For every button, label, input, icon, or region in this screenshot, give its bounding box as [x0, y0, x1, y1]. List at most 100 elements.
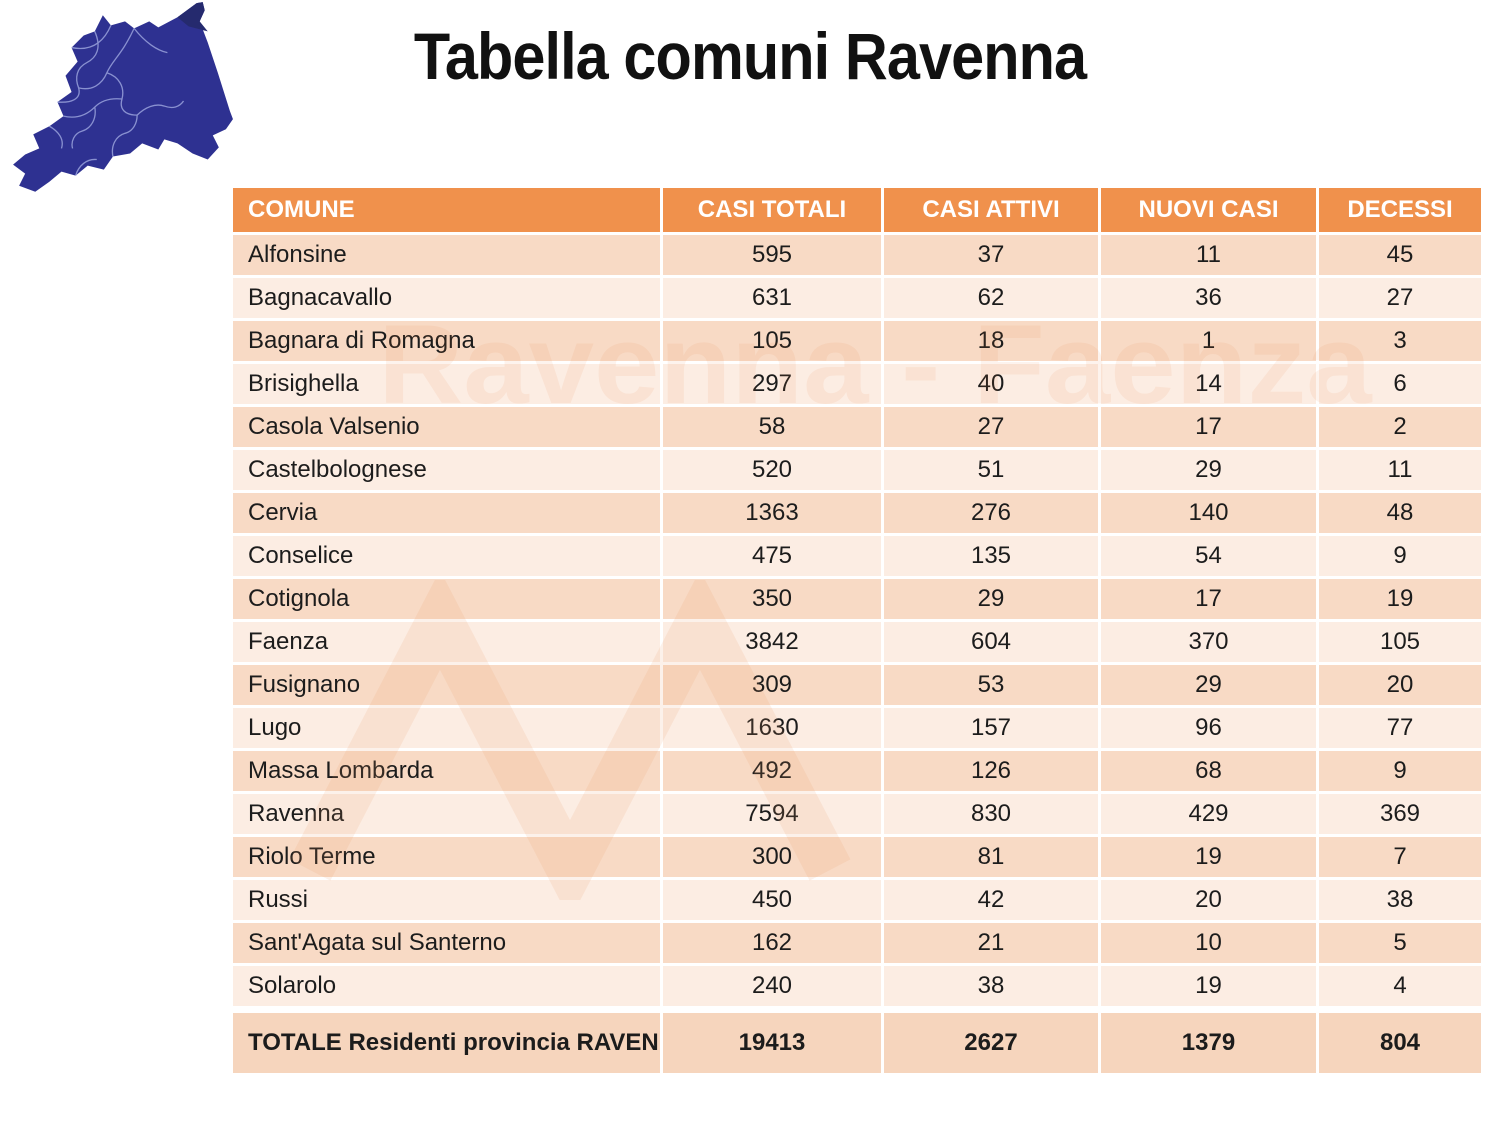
casi-totali-cell: 162 [663, 923, 884, 966]
casi-attivi-cell: 135 [884, 536, 1101, 579]
table-row: Alfonsine 595 37 11 45 [233, 235, 1481, 278]
comune-cell: Russi [233, 880, 663, 923]
casi-totali-cell: 492 [663, 751, 884, 794]
decessi-cell: 105 [1319, 622, 1481, 665]
casi-totali-cell: 58 [663, 407, 884, 450]
casi-totali-cell: 19413 [663, 1009, 884, 1073]
comune-cell: Bagnacavallo [233, 278, 663, 321]
comune-cell: Sant'Agata sul Santerno [233, 923, 663, 966]
casi-attivi-cell: 38 [884, 966, 1101, 1009]
casi-attivi-cell: 81 [884, 837, 1101, 880]
casi-attivi-cell: 62 [884, 278, 1101, 321]
casi-totali-cell: 1630 [663, 708, 884, 751]
comune-cell: Cotignola [233, 579, 663, 622]
comune-cell: Riolo Terme [233, 837, 663, 880]
province-dark-corner [177, 2, 208, 32]
comune-cell: Solarolo [233, 966, 663, 1009]
col-header-casi-totali: CASI TOTALI [663, 188, 884, 235]
comuni-table: COMUNE CASI TOTALI CASI ATTIVI NUOVI CAS… [233, 188, 1481, 1073]
table-row: Bagnacavallo 631 62 36 27 [233, 278, 1481, 321]
decessi-cell: 7 [1319, 837, 1481, 880]
casi-attivi-cell: 2627 [884, 1009, 1101, 1073]
decessi-cell: 3 [1319, 321, 1481, 364]
comune-cell: Bagnara di Romagna [233, 321, 663, 364]
nuovi-casi-cell: 29 [1101, 450, 1319, 493]
nuovi-casi-cell: 19 [1101, 966, 1319, 1009]
casi-attivi-cell: 21 [884, 923, 1101, 966]
table-row: Cervia 1363 276 140 48 [233, 493, 1481, 536]
casi-totali-cell: 475 [663, 536, 884, 579]
casi-attivi-cell: 18 [884, 321, 1101, 364]
decessi-cell: 5 [1319, 923, 1481, 966]
casi-totali-cell: 309 [663, 665, 884, 708]
decessi-cell: 20 [1319, 665, 1481, 708]
nuovi-casi-cell: 17 [1101, 407, 1319, 450]
total-row: TOTALE Residenti provincia RAVENNA 19413… [233, 1009, 1481, 1073]
decessi-cell: 9 [1319, 536, 1481, 579]
map-svg [13, 2, 233, 192]
casi-totali-cell: 240 [663, 966, 884, 1009]
nuovi-casi-cell: 10 [1101, 923, 1319, 966]
table-row: Casola Valsenio 58 27 17 2 [233, 407, 1481, 450]
nuovi-casi-cell: 54 [1101, 536, 1319, 579]
casi-totali-cell: 350 [663, 579, 884, 622]
comune-cell: Brisighella [233, 364, 663, 407]
table-row: Solarolo 240 38 19 4 [233, 966, 1481, 1009]
nuovi-casi-cell: 36 [1101, 278, 1319, 321]
nuovi-casi-cell: 429 [1101, 794, 1319, 837]
casi-totali-cell: 7594 [663, 794, 884, 837]
nuovi-casi-cell: 14 [1101, 364, 1319, 407]
municipal-borders [49, 25, 185, 176]
table-row: Faenza 3842 604 370 105 [233, 622, 1481, 665]
decessi-cell: 19 [1319, 579, 1481, 622]
decessi-cell: 77 [1319, 708, 1481, 751]
col-header-decessi: DECESSI [1319, 188, 1481, 235]
nuovi-casi-cell: 29 [1101, 665, 1319, 708]
nuovi-casi-cell: 370 [1101, 622, 1319, 665]
casi-totali-cell: 300 [663, 837, 884, 880]
casi-totali-cell: 595 [663, 235, 884, 278]
page-title: Tabella comuni Ravenna [413, 19, 1087, 93]
comune-cell: Ravenna [233, 794, 663, 837]
comune-cell: Massa Lombarda [233, 751, 663, 794]
comune-cell: Casola Valsenio [233, 407, 663, 450]
casi-attivi-cell: 53 [884, 665, 1101, 708]
casi-attivi-cell: 40 [884, 364, 1101, 407]
casi-totali-cell: 105 [663, 321, 884, 364]
decessi-cell: 45 [1319, 235, 1481, 278]
decessi-cell: 27 [1319, 278, 1481, 321]
table-row: Massa Lombarda 492 126 68 9 [233, 751, 1481, 794]
comune-cell: Faenza [233, 622, 663, 665]
comune-cell: Alfonsine [233, 235, 663, 278]
nuovi-casi-cell: 1 [1101, 321, 1319, 364]
table-row: Sant'Agata sul Santerno 162 21 10 5 [233, 923, 1481, 966]
nuovi-casi-cell: 19 [1101, 837, 1319, 880]
col-header-comune: COMUNE [233, 188, 663, 235]
comune-cell: Conselice [233, 536, 663, 579]
table-row: Ravenna 7594 830 429 369 [233, 794, 1481, 837]
nuovi-casi-cell: 1379 [1101, 1009, 1319, 1073]
decessi-cell: 6 [1319, 364, 1481, 407]
decessi-cell: 38 [1319, 880, 1481, 923]
ravenna-province-map [6, 2, 238, 194]
table-row: Fusignano 309 53 29 20 [233, 665, 1481, 708]
comune-cell: Lugo [233, 708, 663, 751]
casi-attivi-cell: 42 [884, 880, 1101, 923]
decessi-cell: 9 [1319, 751, 1481, 794]
table-row: Cotignola 350 29 17 19 [233, 579, 1481, 622]
table-row: Russi 450 42 20 38 [233, 880, 1481, 923]
casi-attivi-cell: 29 [884, 579, 1101, 622]
nuovi-casi-cell: 20 [1101, 880, 1319, 923]
casi-totali-cell: 1363 [663, 493, 884, 536]
casi-totali-cell: 450 [663, 880, 884, 923]
decessi-cell: 804 [1319, 1009, 1481, 1073]
table-row: Lugo 1630 157 96 77 [233, 708, 1481, 751]
col-header-nuovi-casi: NUOVI CASI [1101, 188, 1319, 235]
header-row: COMUNE CASI TOTALI CASI ATTIVI NUOVI CAS… [233, 188, 1481, 235]
comune-cell: TOTALE Residenti provincia RAVENNA [233, 1009, 663, 1073]
casi-totali-cell: 297 [663, 364, 884, 407]
col-header-casi-attivi: CASI ATTIVI [884, 188, 1101, 235]
decessi-cell: 11 [1319, 450, 1481, 493]
casi-totali-cell: 3842 [663, 622, 884, 665]
